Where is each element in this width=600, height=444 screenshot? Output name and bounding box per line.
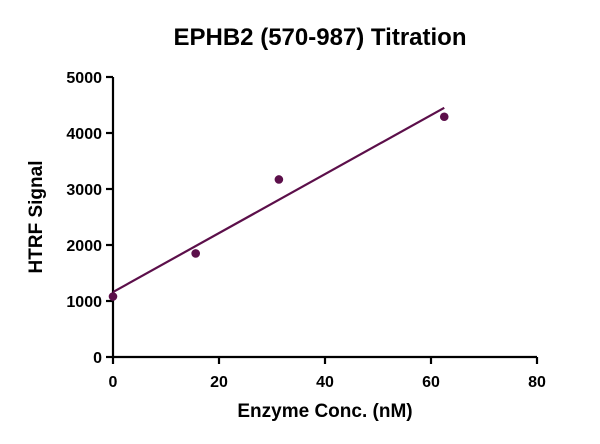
- y-tick-label: 5000: [66, 70, 102, 87]
- x-tick-label: 20: [210, 374, 228, 391]
- y-tick-label: 1000: [66, 294, 102, 311]
- chart-title: EPHB2 (570-987) Titration: [174, 24, 467, 51]
- data-point: [274, 175, 284, 184]
- data-point: [191, 249, 200, 258]
- x-tick-label: 80: [528, 374, 546, 391]
- data-point: [108, 292, 118, 301]
- x-tick-label: 40: [316, 374, 334, 391]
- fit-line: [112, 106, 445, 294]
- data-points: [108, 112, 449, 301]
- y-axis-label: HTRF Signal: [26, 161, 47, 274]
- y-tick-label: 3000: [66, 182, 102, 199]
- y-tick-label: 2000: [66, 238, 102, 255]
- x-ticks: 0 20 40 60 80: [109, 357, 546, 391]
- x-tick-label: 0: [109, 374, 118, 391]
- data-point: [439, 112, 449, 122]
- fit-line-group: [112, 106, 445, 294]
- y-ticks: 0 1000 2000 3000 4000 5000: [66, 70, 113, 367]
- x-axis-label: Enzyme Conc. (nM): [237, 401, 412, 422]
- y-tick-label: 0: [93, 350, 102, 367]
- y-tick-label: 4000: [66, 126, 102, 143]
- x-tick-label: 60: [422, 374, 440, 391]
